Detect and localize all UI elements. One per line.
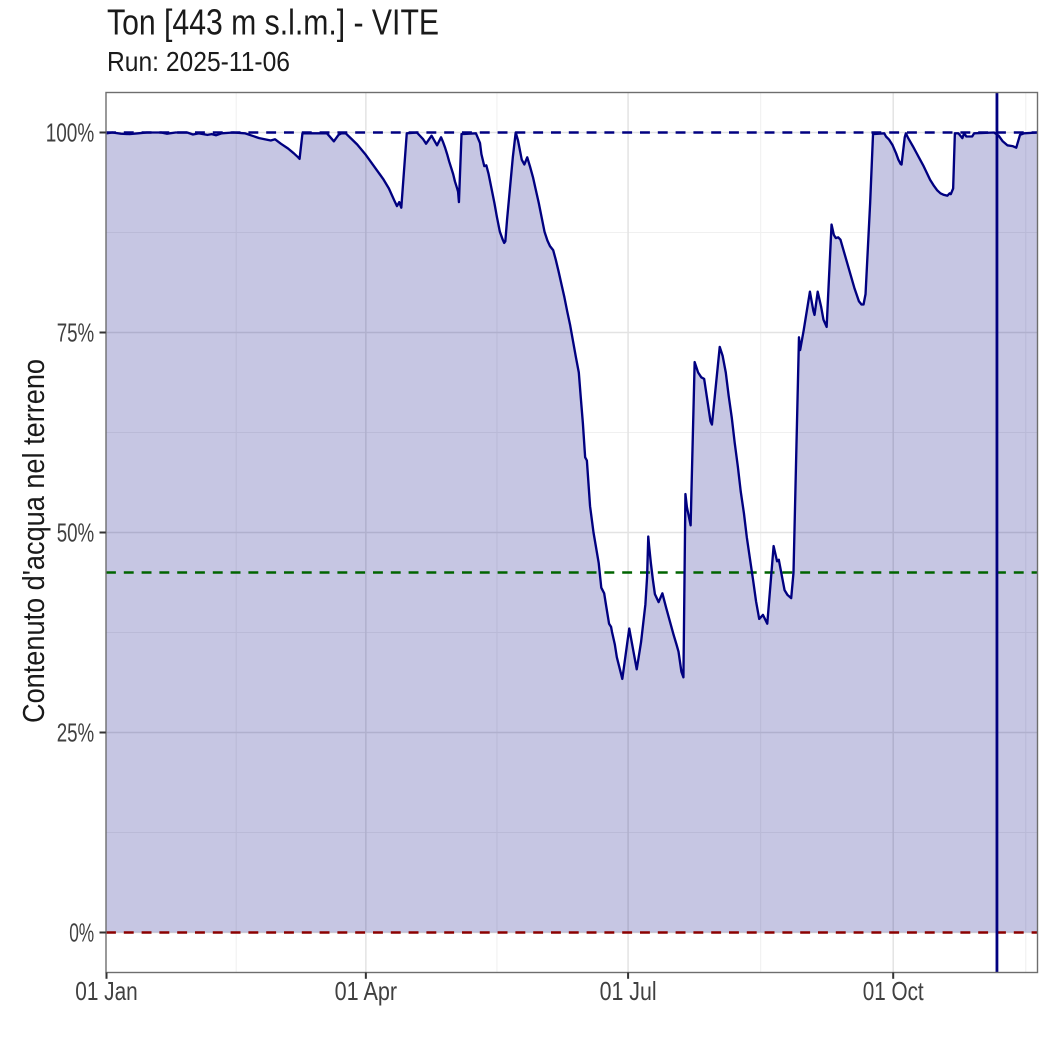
svg-text:0%: 0%	[69, 918, 94, 948]
svg-text:25%: 25%	[57, 718, 95, 748]
svg-text:Ton [443 m s.l.m.] - VITE: Ton [443 m s.l.m.] - VITE	[107, 2, 439, 43]
svg-text:50%: 50%	[57, 518, 95, 548]
svg-text:01 Apr: 01 Apr	[335, 976, 398, 1006]
svg-text:Run: 2025-11-06: Run: 2025-11-06	[107, 46, 290, 77]
svg-text:01 Oct: 01 Oct	[863, 976, 925, 1006]
svg-text:75%: 75%	[57, 318, 95, 348]
svg-text:01 Jan: 01 Jan	[75, 976, 138, 1006]
svg-text:100%: 100%	[46, 118, 95, 148]
svg-text:Contenuto d'acqua nel terreno: Contenuto d'acqua nel terreno	[16, 359, 51, 723]
svg-text:01 Jul: 01 Jul	[600, 976, 657, 1006]
